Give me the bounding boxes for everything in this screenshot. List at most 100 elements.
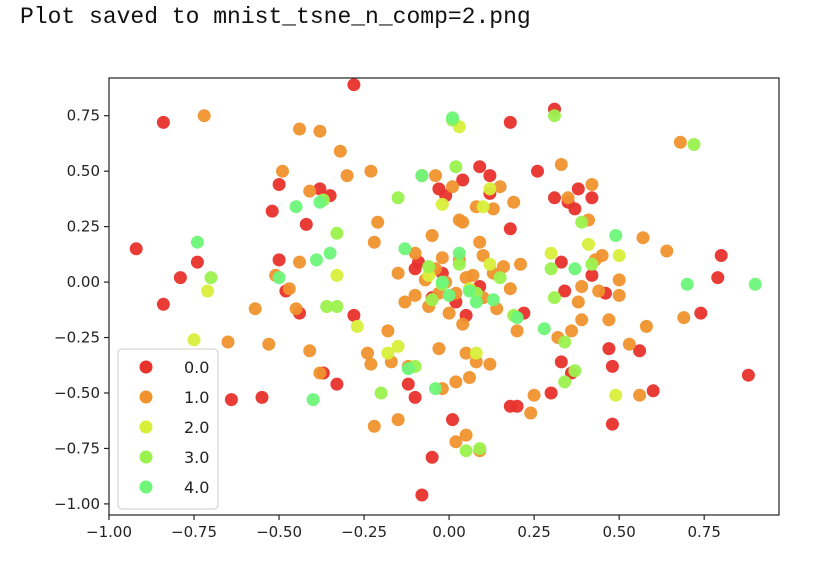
x-axis: −1.00 −0.75 −0.50 −0.25 0.00 0.25 0.50 0.75	[86, 515, 721, 541]
scatter-point-series-0-42	[605, 359, 619, 373]
scatter-point-series-4-16	[609, 229, 623, 242]
scatter-point-series-1-1	[293, 122, 306, 136]
scatter-point-series-1-27	[398, 295, 412, 309]
x-tick-label: 0.00	[432, 523, 465, 541]
scatter-point-series-1-48	[446, 180, 459, 194]
scatter-point-series-1-3	[333, 144, 347, 158]
scatter-point-series-1-25	[391, 413, 405, 427]
x-tick-label: 0.25	[517, 523, 550, 541]
scatter-point-series-1-40	[493, 180, 507, 194]
scatter-point-series-0-12	[313, 182, 327, 196]
legend-marker-4	[139, 480, 153, 494]
scatter-point-series-3-2	[330, 226, 344, 240]
scatter-point-series-0-36	[568, 202, 582, 216]
scatter-point-series-1-69	[554, 158, 568, 171]
legend-label-3: 3.0	[184, 448, 209, 467]
scatter-point-series-1-82	[571, 295, 585, 309]
scatter-point-series-1-87	[476, 249, 490, 262]
legend-label-2: 2.0	[184, 418, 209, 437]
x-tick-label: 0.75	[687, 523, 720, 541]
plot-frame	[108, 77, 780, 516]
scatter-point-series-2-11	[612, 249, 626, 262]
x-tick-label: −1.00	[86, 523, 132, 541]
scatter-point-series-1-49	[456, 215, 470, 229]
scatter-point-series-2-0	[201, 284, 215, 298]
x-tick-label: −0.50	[256, 523, 302, 541]
scatter-point-series-0-58	[408, 262, 422, 276]
scatter-point-series-1-58	[510, 324, 524, 338]
scatter-point-series-2-3	[350, 319, 364, 333]
scatter-point-series-0-31	[531, 164, 544, 178]
scatter-point-series-3-26	[687, 138, 701, 151]
scatter-point-series-2-7	[483, 182, 497, 196]
scatter-point-series-0-51	[558, 284, 572, 298]
scatter-point-series-1-55	[449, 435, 463, 449]
scatter-point-series-3-15	[575, 215, 589, 229]
scatter-point-series-4-2	[289, 200, 303, 214]
scatter-point-series-0-20	[408, 390, 422, 404]
scatter-point-series-4-6	[398, 242, 412, 256]
legend-marker-3	[139, 450, 153, 464]
scatter-point-series-1-4	[276, 164, 289, 178]
scatter-point-series-0-44	[633, 344, 647, 358]
scatter-point-series-4-14	[510, 311, 524, 325]
scatter-point-series-0-23	[446, 413, 459, 427]
scatter-point-series-3-23	[493, 271, 507, 285]
scatter-point-series-1-36	[497, 260, 510, 274]
scatter-point-series-1-60	[527, 388, 541, 402]
scatter-point-series-1-70	[602, 313, 616, 327]
scatter-point-series-0-27	[503, 222, 517, 236]
scatter-point-series-1-52	[483, 357, 497, 371]
scatter-point-series-3-13	[558, 335, 572, 349]
scatter-point-series-3-5	[374, 386, 388, 400]
scatter-point-series-3-27	[422, 260, 436, 274]
scatter-point-series-2-9	[469, 346, 483, 360]
scatter-point-series-0-29	[510, 399, 524, 413]
scatter-point-series-1-85	[442, 306, 456, 320]
legend: 0.0 1.0 2.0 3.0 4.0	[117, 348, 219, 510]
legend-label-4: 4.0	[184, 478, 209, 497]
scatter-point-series-1-74	[636, 231, 650, 245]
scatter-point-series-1-50	[459, 346, 473, 360]
scatter-point-series-4-3	[310, 253, 323, 267]
scatter-point-series-1-54	[463, 371, 476, 384]
scatter-point-series-1-0	[197, 109, 211, 123]
legend-marker-0	[139, 360, 153, 374]
scatter-point-series-0-38	[554, 355, 568, 369]
scatter-point-series-3-0	[204, 271, 218, 285]
scatter-point-series-0-25	[483, 169, 497, 183]
scatter-point-series-0-0	[347, 78, 361, 92]
scatter-point-series-2-2	[330, 268, 344, 282]
scatter-point-series-0-39	[544, 386, 558, 400]
scatter-point-series-0-32	[548, 191, 561, 205]
scatter-point-series-0-2	[129, 242, 143, 256]
scatter-point-series-1-62	[565, 324, 578, 338]
scatter-point-series-1-19	[361, 346, 374, 360]
y-tick-label: 0.00	[67, 273, 100, 291]
y-tick-label: 0.50	[67, 162, 100, 180]
scatter-point-series-0-9	[299, 217, 313, 231]
scatter-point-series-1-92	[432, 342, 446, 356]
scatter-point-series-4-0	[190, 235, 204, 249]
scatter-point-series-1-10	[293, 255, 306, 269]
scatter-point-series-1-15	[221, 335, 235, 349]
scatter-point-series-1-72	[622, 337, 636, 351]
scatter-point-series-0-50	[554, 255, 568, 269]
scatter-point-series-3-3	[320, 300, 334, 313]
scatter-point-series-1-41	[486, 202, 500, 216]
scatter-point-series-0-47	[714, 249, 728, 262]
scatter-point-series-1-73	[612, 273, 626, 287]
scatter-point-series-0-17	[224, 393, 238, 407]
scatter-point-series-1-80	[575, 280, 589, 293]
scatter-point-series-4-17	[568, 262, 582, 276]
scatter-point-series-1-20	[364, 357, 378, 371]
y-tick-label: −0.50	[54, 384, 100, 402]
scatter-point-series-1-47	[429, 169, 442, 183]
scatter-point-series-0-3	[173, 271, 187, 285]
scatter-point-series-1-84	[435, 251, 449, 265]
scatter-point-series-3-22	[425, 293, 439, 307]
scatter-point-series-3-4	[330, 300, 344, 313]
scatter-point-series-1-33	[466, 268, 480, 282]
scatter-point-series-1-68	[561, 191, 575, 205]
scatter-point-series-1-2	[313, 124, 327, 138]
